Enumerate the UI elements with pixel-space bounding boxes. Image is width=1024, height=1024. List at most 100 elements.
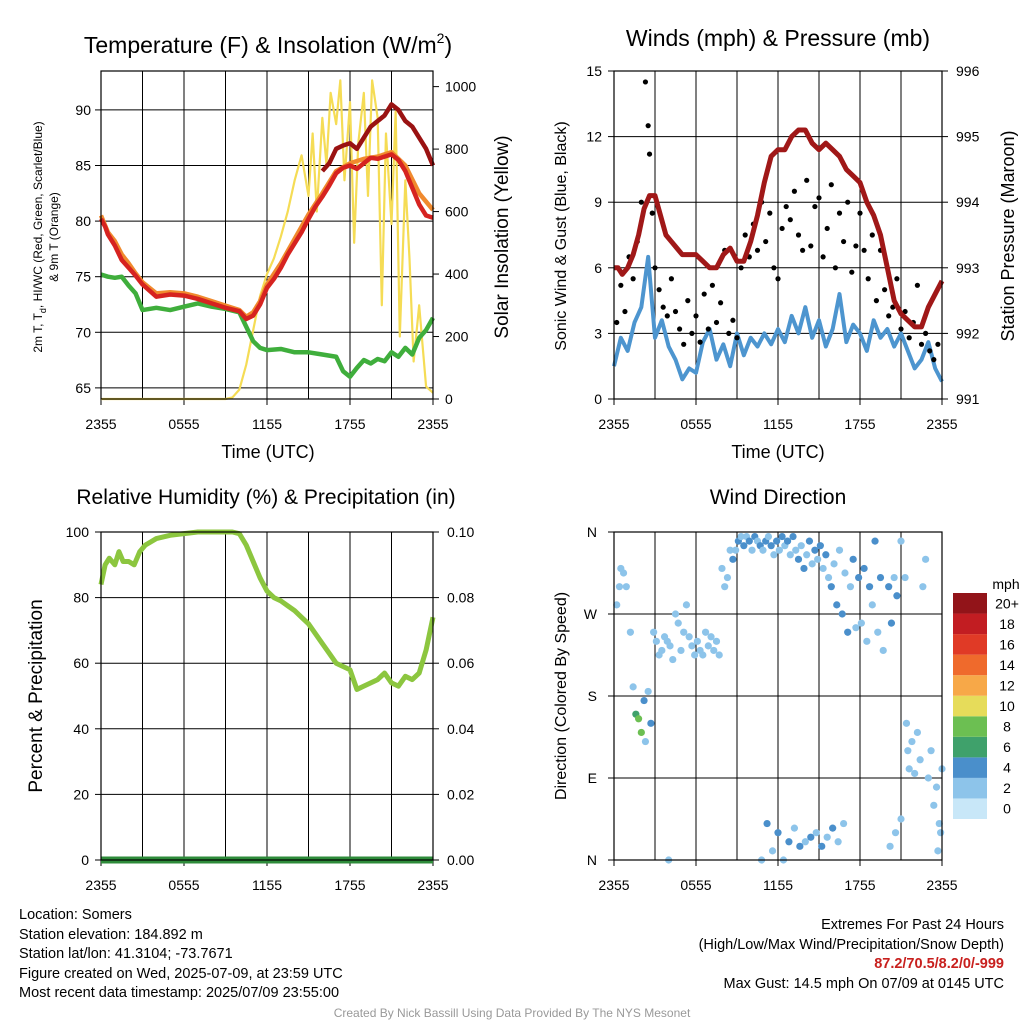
y-tick-label: 12 (586, 129, 602, 145)
created-text: Figure created on Wed, 2025-07-09, at 23… (19, 965, 343, 982)
gust-point (886, 313, 892, 319)
direction-point (637, 728, 645, 737)
direction-point (840, 819, 848, 828)
y-tick-label: E (588, 770, 597, 786)
direction-point (844, 628, 852, 636)
wind-y2label: Station Pressure (Maroon) (998, 130, 1018, 341)
temperature-title: Temperature (F) & Insolation (W/m2) (84, 30, 452, 58)
y-tick-label: 85 (75, 158, 91, 174)
gust-point (693, 313, 699, 319)
wind-title: Winds (mph) & Pressure (mb) (626, 25, 930, 51)
direction-point (783, 537, 792, 545)
direction-point (911, 769, 919, 778)
direction-point (767, 542, 775, 550)
station-info: Location: Somers Station elevation: 184.… (19, 906, 343, 1004)
direction-point (927, 747, 935, 755)
direction-point (622, 583, 630, 591)
direction-point (790, 824, 799, 832)
direction-point (887, 619, 896, 627)
direction-point (796, 842, 804, 850)
direction-point (857, 619, 865, 627)
gust-point (791, 188, 798, 194)
direction-point (726, 546, 734, 554)
direction-point (682, 601, 691, 609)
gust-point (832, 265, 839, 271)
plot-frame (613, 70, 943, 400)
gust-point (681, 341, 687, 347)
x-tick-label: 1155 (252, 416, 282, 432)
y2-tick-label: 0.10 (447, 524, 474, 540)
x-tick-label: 1755 (334, 877, 365, 893)
direction-point (834, 838, 842, 846)
direction-point (671, 610, 680, 618)
gust-point (812, 203, 818, 210)
gust-point (701, 291, 707, 297)
y2-tick-label: 0.04 (447, 721, 474, 737)
gust-point (935, 341, 941, 347)
y2-tick-label: 993 (956, 260, 980, 276)
x-tick-label: 1155 (763, 877, 793, 893)
x-tick-label: 1755 (844, 877, 875, 893)
direction-point (930, 801, 938, 809)
gust-point (767, 210, 773, 216)
y-tick-label: 40 (73, 721, 89, 737)
direction-point (680, 628, 688, 636)
gust-point (738, 265, 744, 271)
direction-point (807, 833, 815, 841)
legend-label: 8 (1003, 719, 1011, 735)
gust-point (730, 317, 736, 323)
direction-point (814, 555, 822, 563)
y-tick-label: 20 (73, 786, 89, 802)
y-tick-label: 3 (594, 325, 602, 341)
gust-point (836, 210, 843, 216)
gust-point (923, 330, 929, 336)
direction-point (745, 537, 753, 545)
direction-point (868, 601, 876, 609)
temperature-y2label: Solar Insolation (Yellow) (492, 135, 513, 338)
gust-point (677, 326, 683, 332)
direction-point (740, 542, 748, 550)
gust-point (869, 232, 875, 238)
extremes-values: 87.2/70.5/8.2/0/-999 (874, 956, 1004, 973)
y2-tick-label: 1000 (445, 79, 476, 95)
legend-swatch (953, 757, 987, 778)
direction-point (763, 819, 771, 828)
y2-tick-label: 400 (445, 266, 469, 282)
wind-xlabel: Time (UTC) (731, 442, 824, 462)
legend-swatch (953, 777, 987, 799)
y-tick-label: 60 (73, 655, 89, 671)
direction-point (800, 564, 808, 573)
y2-tick-label: 0.02 (447, 786, 474, 802)
series-line-sonic-wind (612, 254, 944, 383)
y2-tick-label: 991 (956, 391, 980, 407)
direction-point (852, 624, 860, 632)
gust-point (742, 232, 748, 238)
temperature-xlabel: Time (UTC) (221, 442, 314, 462)
direction-point (640, 696, 648, 705)
gust-point (853, 243, 859, 249)
gust-point (771, 265, 777, 271)
gust-point (652, 265, 658, 271)
gust-point (754, 247, 761, 253)
gust-point (906, 335, 912, 341)
gust-point (824, 225, 830, 232)
gust-point (656, 287, 662, 293)
legend-label: 2 (1003, 780, 1011, 796)
gust-point (849, 269, 855, 275)
direction-point (818, 842, 826, 850)
direction-point (729, 555, 737, 563)
direction-point (658, 646, 666, 655)
gust-point (779, 225, 785, 232)
x-tick-label: 2355 (926, 416, 957, 432)
x-tick-label: 0555 (680, 877, 711, 893)
max-gust-text: Max Gust: 14.5 mph On 07/09 at 0145 UTC (723, 975, 1004, 992)
gust-point (689, 330, 695, 336)
direction-point (916, 756, 924, 764)
gust-point (763, 238, 769, 245)
series-line-hi-wc (100, 272, 435, 380)
direction-point (626, 628, 635, 636)
direction-point (737, 532, 745, 541)
legend-label: 4 (1003, 760, 1011, 776)
wind-direction-panel: Wind Direction Direction (Colored By Spe… (553, 486, 1020, 893)
extremes-title: Extremes For Past 24 Hours (821, 917, 1004, 933)
